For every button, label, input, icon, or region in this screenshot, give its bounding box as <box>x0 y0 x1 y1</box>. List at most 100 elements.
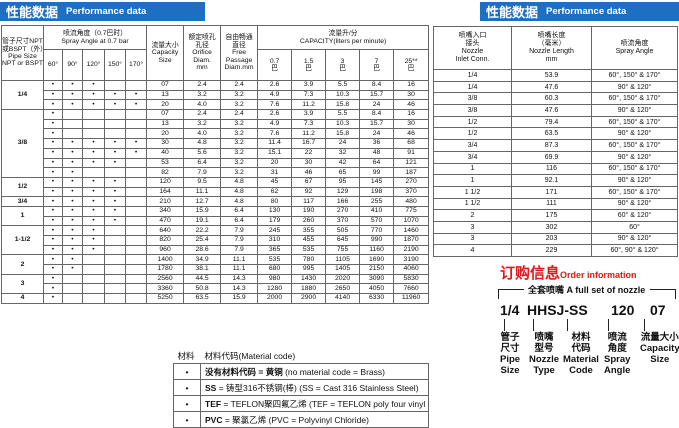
material-text: = TEFLON聚四氟乙烯 (TEF = TEFLON poly four vi… <box>223 398 427 409</box>
material-mark: • <box>173 395 201 412</box>
angle-mark: • <box>104 157 126 169</box>
capacity: 48 <box>359 147 395 159</box>
angle-mark <box>124 109 148 120</box>
inlet-conn: 1 <box>433 162 512 176</box>
passage: 3.2 <box>220 138 259 149</box>
material-code: 没有材料代码 = 黄铜 <box>205 366 283 377</box>
capacity: 46 <box>393 128 430 140</box>
orifice: 22.2 <box>183 225 222 236</box>
pressure-header: 0.7 巴 <box>257 49 293 81</box>
inlet-conn: 1/4 <box>433 80 512 94</box>
header-line: 尺寸 <box>500 343 520 354</box>
angle-mark: • <box>62 244 83 256</box>
row: • 没有材料代码 = 黄铜 (no material code = Brass) <box>173 363 429 380</box>
capacity-size: 82 <box>146 167 185 178</box>
row: • • • • • 20 4.0 3.2 7.6 11.2 15.8 24 46 <box>2 99 430 111</box>
header-row: 60° 90° 120° 150° 170° 0.7 巴 1.5 巴 3 巴 7 巴 25** 巴 <box>2 49 430 81</box>
angle-mark: • <box>82 147 105 159</box>
angle-mark <box>124 176 148 188</box>
nozzle-length: 53.9 <box>511 69 592 82</box>
header-line: 自由畅通 <box>225 34 253 42</box>
capacity: 455 <box>291 235 327 246</box>
capacity-size: 53 <box>146 157 185 169</box>
capacity: 4.9 <box>257 89 293 101</box>
capacity: 45 <box>257 176 293 188</box>
capacity-size: 120 <box>146 176 185 188</box>
angle-mark: • <box>62 167 83 178</box>
capacity: 7.6 <box>257 99 293 111</box>
order-code: 1/4 <box>500 302 520 318</box>
capacity: 535 <box>257 254 293 266</box>
header-line: Free <box>232 49 247 57</box>
body: 材料 材料代码(Material code) • 没有材料代码 = 黄铜 (no ma… <box>173 348 429 428</box>
length-header: 喷嘴入口 接头 Nozzle Inlet Conn. <box>433 26 512 70</box>
header-line: Capacity <box>151 49 179 57</box>
capacity: 3.9 <box>291 80 327 91</box>
header-line: Nozzle Length <box>529 48 574 55</box>
inlet-conn: 1 <box>433 174 512 187</box>
spray-angle: 60°, 150° & 170° <box>591 162 678 176</box>
header-line: 巴 <box>339 65 346 72</box>
capacity: 995 <box>291 264 327 275</box>
row: 4 229 60°, 90° & 120° <box>433 244 678 257</box>
nozzle-length: 229 <box>511 244 592 257</box>
row: 4 • 5250 63.5 15.9 2000 2900 4140 6330 11960 <box>1 293 430 304</box>
angle-mark: • <box>43 176 63 188</box>
order-title: 订购信息Order information <box>500 262 637 283</box>
capacity-size: 640 <box>146 225 185 236</box>
orifice: 2.4 <box>183 80 222 91</box>
angle-mark <box>62 273 83 285</box>
capacity: 15.8 <box>325 99 361 111</box>
inlet-conn: 2 <box>433 209 512 222</box>
passage: 14.3 <box>220 273 259 285</box>
capacity-size: 210 <box>146 196 185 207</box>
orifice: 50.8 <box>183 283 222 295</box>
inlet-conn: 3 <box>433 220 512 234</box>
body: 1/4 • • • 07 2.4 2.4 2.6 3.9 5.5 8.4 16 • • • • • 13 3.2 3.… <box>1 79 430 304</box>
capacity: 2190 <box>393 244 430 256</box>
header-line: 角度 <box>607 343 627 354</box>
capacity: 1405 <box>325 264 361 275</box>
capacity: 22 <box>291 147 327 159</box>
inlet-conn: 1/2 <box>433 115 512 129</box>
angle-mark <box>104 80 126 91</box>
angle-mark: • <box>43 273 63 285</box>
material-code: SS <box>205 382 217 393</box>
row: 1 1/2 171 60°, 150° & 170° <box>433 185 678 199</box>
orifice: 63.5 <box>183 293 222 304</box>
capacity: 355 <box>291 225 327 236</box>
capacity: 46 <box>393 99 430 111</box>
orifice: 38.1 <box>183 264 222 275</box>
capacity: 570 <box>359 215 395 227</box>
capacity: 990 <box>359 235 395 246</box>
orifice: 12.7 <box>183 196 222 207</box>
capacity: 15.7 <box>359 118 395 130</box>
capacity: 255 <box>359 196 395 207</box>
header-line: 代码 <box>571 343 591 354</box>
capacity: 310 <box>257 235 293 246</box>
spray-angle: 60°, 150° & 170° <box>591 92 678 106</box>
angle-mark <box>82 167 105 178</box>
angle-mark: • <box>43 254 63 266</box>
row: 1/2 63.5 90° & 120° <box>433 127 678 141</box>
capacity: 7660 <box>393 283 430 295</box>
header-line: Pipe <box>500 354 521 365</box>
angle-mark <box>124 215 148 227</box>
order-code: HHSJ-SS <box>527 302 588 318</box>
angle-mark: • <box>43 80 63 91</box>
pipe-size: 1-1/2 <box>1 225 44 256</box>
header-line: 巴 <box>271 65 278 72</box>
title-en: Performance data <box>66 6 147 17</box>
order-label: 管子 尺寸 Pipe Size <box>500 332 520 376</box>
capacity: 645 <box>325 235 361 246</box>
capacity: 117 <box>291 196 327 207</box>
passage: 3.2 <box>220 147 259 159</box>
material-desc: SS = 铸型316不锈钢(棒) (SS = Cast 316 Stainles… <box>200 379 429 396</box>
row: 1/2 • • • • 120 9.5 4.8 45 67 95 145 270 <box>1 176 430 198</box>
row: • • • • 53 6.4 3.2 20 30 42 64 121 <box>2 157 430 169</box>
capacity: 187 <box>393 167 430 178</box>
capacity: 1870 <box>393 235 430 246</box>
pipe-size: 1/2 <box>1 176 44 198</box>
order-code: 120 <box>611 302 635 318</box>
